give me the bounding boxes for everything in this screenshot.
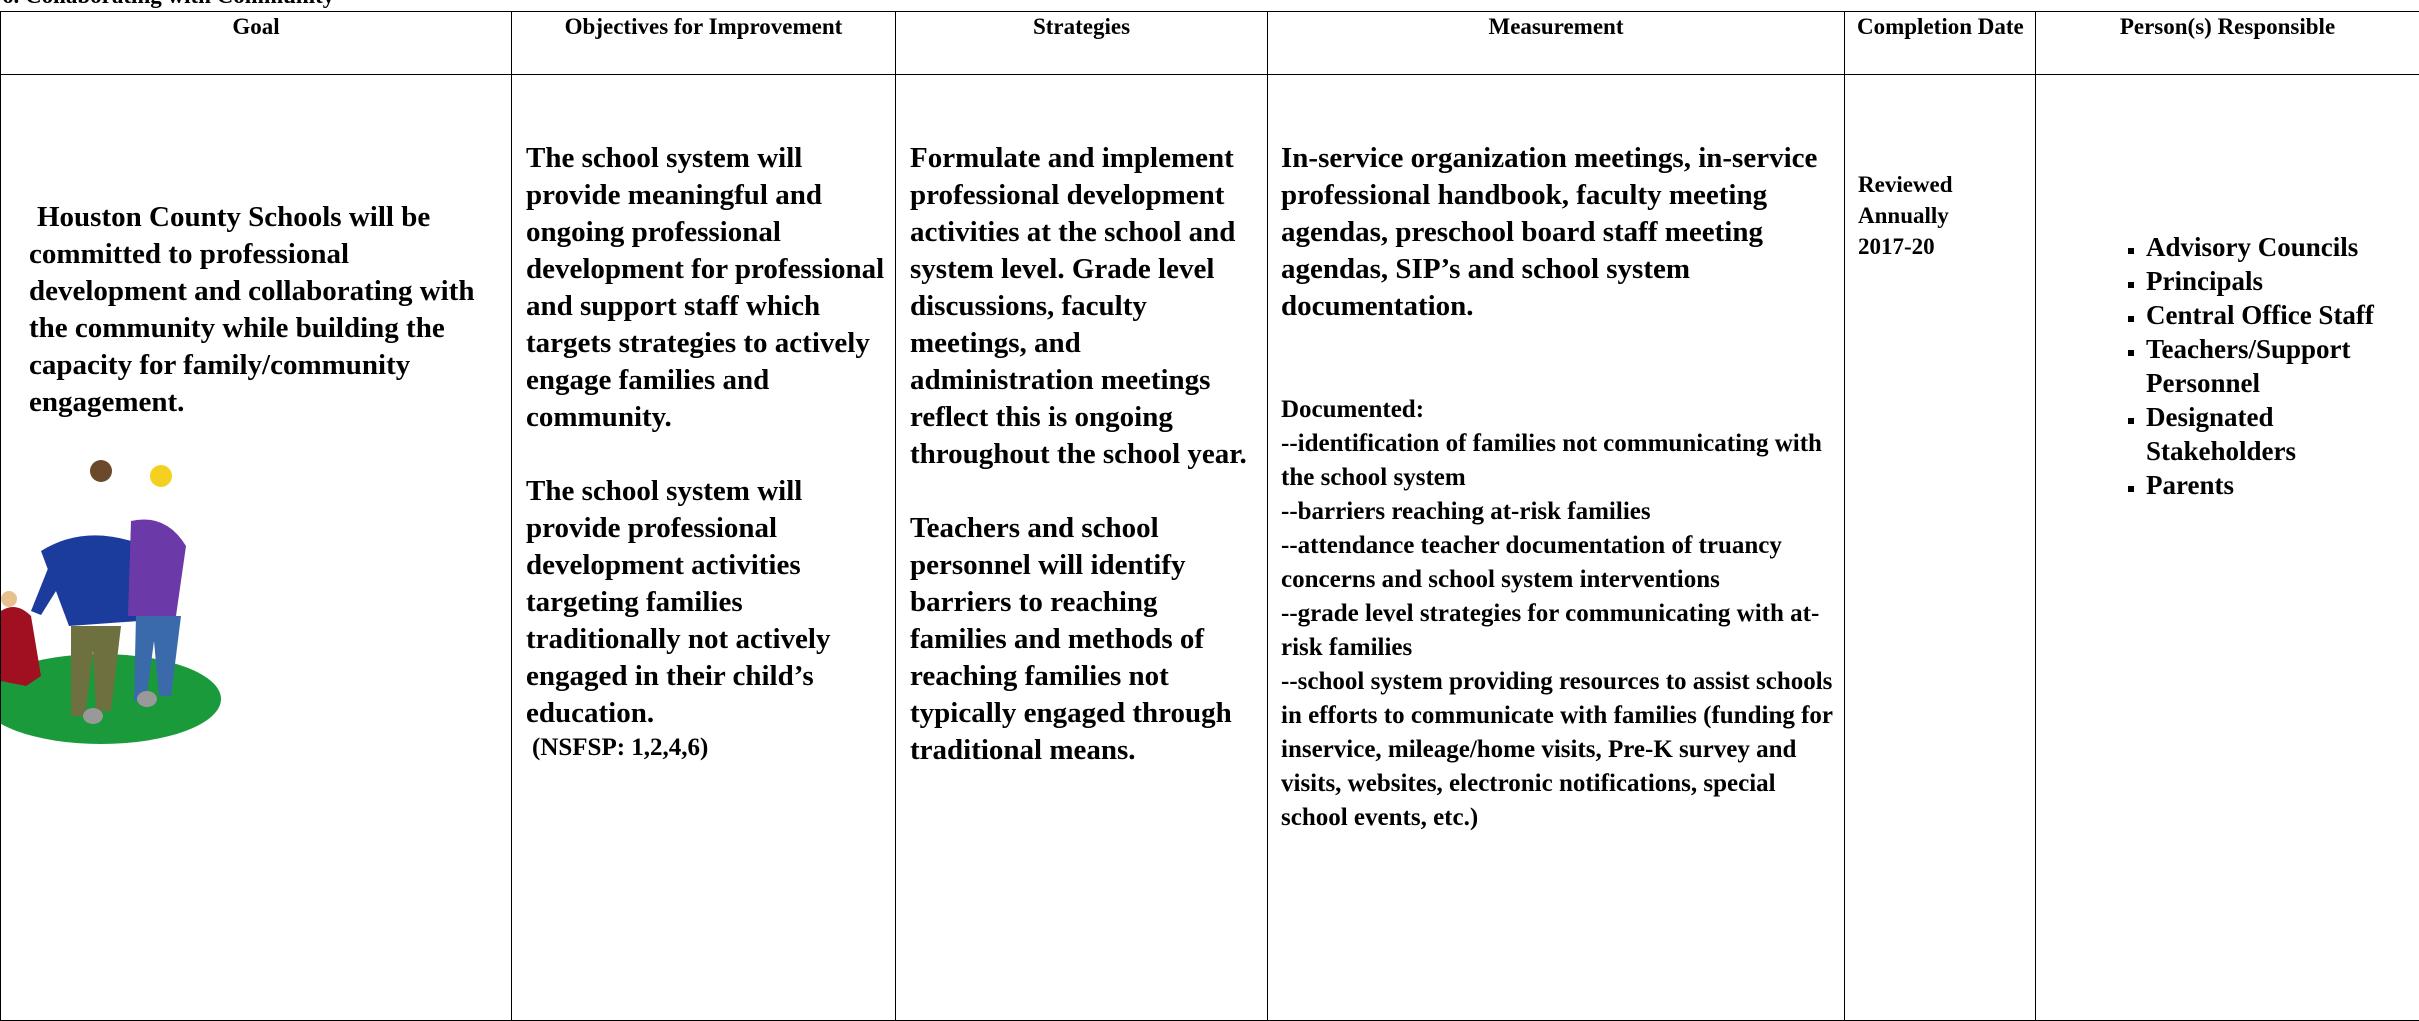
header-cell: Completion Date: [1845, 12, 2036, 75]
documented-list: --identification of families not communi…: [1281, 427, 1834, 835]
persons-cell: Advisory CouncilsPrincipalsCentral Offic…: [2036, 75, 2419, 1021]
header-cell: Objectives for Improvement: [512, 12, 896, 75]
body-row: Houston County Schools will be committed…: [1, 75, 2419, 1021]
person-item: Teachers/Support Personnel: [2146, 332, 2415, 400]
documented-item: --identification of families not communi…: [1281, 427, 1834, 495]
persons-list: Advisory CouncilsPrincipalsCentral Offic…: [2036, 230, 2415, 502]
person-item: Central Office Staff: [2146, 298, 2415, 332]
objectives-note: (NSFSP: 1,2,4,6): [526, 732, 885, 764]
completion-line: Annually: [1858, 200, 2027, 231]
header-cell: Strategies: [896, 12, 1268, 75]
strategy: Formulate and implement professional dev…: [910, 140, 1257, 473]
person-item: Principals: [2146, 264, 2415, 298]
objective: The school system will provide meaningfu…: [526, 140, 885, 436]
clip-art: [1, 451, 241, 751]
documented-item: --barriers reaching at-risk families: [1281, 495, 1834, 529]
goal-text: Houston County Schools will be committed…: [29, 199, 497, 421]
doc-title: 6. Collaborating with Community: [2, 0, 334, 9]
documented-heading: Documented:: [1281, 393, 1834, 427]
header-row: Goal Objectives for Improvement Strategi…: [1, 12, 2419, 75]
objectives-cell: The school system will provide meaningfu…: [512, 75, 896, 1021]
objective: The school system will provide professio…: [526, 473, 885, 732]
documented-item: --grade level strategies for communicati…: [1281, 597, 1834, 665]
page: {"header":{"title":"6. Collaborating wit…: [0, 0, 2419, 865]
documented-item: --attendance teacher documentation of tr…: [1281, 529, 1834, 597]
completion-line: Reviewed: [1858, 169, 2027, 200]
strategy: Teachers and school personnel will ident…: [910, 510, 1257, 769]
header-cell: Person(s) Responsible: [2036, 12, 2419, 75]
header-cell: Goal: [1, 12, 512, 75]
strategies-cell: Formulate and implement professional dev…: [896, 75, 1268, 1021]
person-item: Parents: [2146, 468, 2415, 502]
goal-cell: Houston County Schools will be committed…: [1, 75, 512, 1021]
measurement: In-service organization meetings, in-ser…: [1281, 140, 1834, 325]
measurement-cell: In-service organization meetings, in-ser…: [1268, 75, 1845, 1021]
documented-item: --school system providing resources to a…: [1281, 665, 1834, 835]
completion-line: 2017-20: [1858, 231, 2027, 262]
person-item: Advisory Councils: [2146, 230, 2415, 264]
header-cell: Measurement: [1268, 12, 1845, 75]
person-item: Designated Stakeholders: [2146, 400, 2415, 468]
plan-table: Goal Objectives for Improvement Strategi…: [0, 11, 2419, 1021]
